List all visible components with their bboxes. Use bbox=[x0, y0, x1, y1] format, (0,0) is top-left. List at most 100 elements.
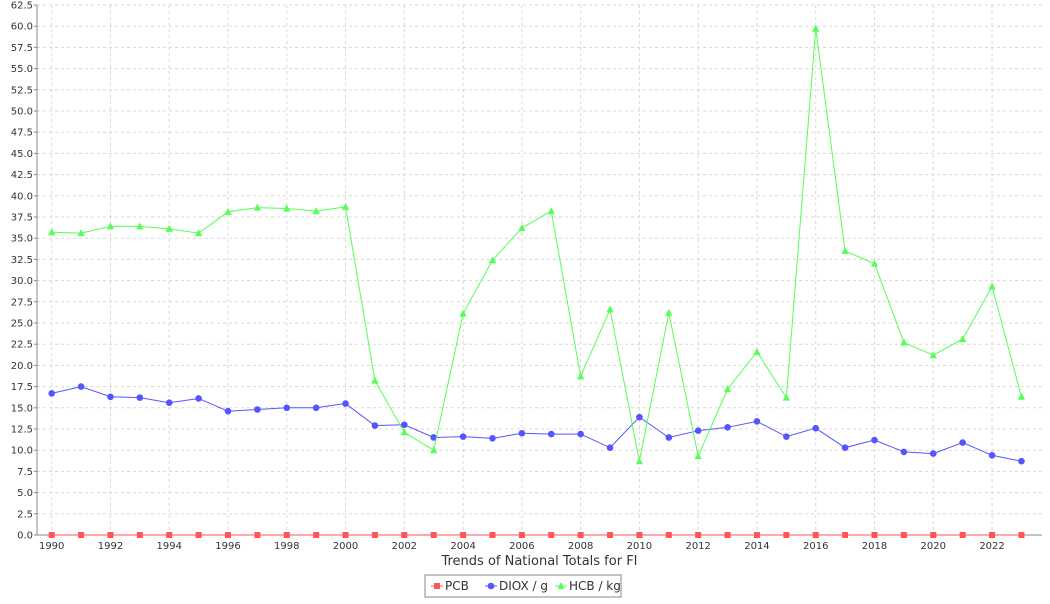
x-tick-label: 2018 bbox=[862, 541, 887, 552]
data-point-diox-g bbox=[489, 435, 496, 442]
series-hcb-kg bbox=[48, 24, 1026, 465]
data-point-pcb bbox=[107, 532, 114, 538]
data-point-diox-g bbox=[224, 407, 232, 415]
y-tick-label: 62.5 bbox=[11, 1, 33, 12]
legend-label: DIOX / g bbox=[499, 579, 548, 593]
x-tick-label: 2016 bbox=[803, 541, 828, 552]
data-point-pcb bbox=[401, 532, 408, 538]
data-point-hcb-kg bbox=[371, 376, 379, 384]
data-point-pcb bbox=[812, 532, 819, 538]
data-point-pcb bbox=[136, 532, 143, 538]
data-point-pcb bbox=[430, 532, 437, 538]
y-tick-label: 17.5 bbox=[11, 382, 33, 393]
data-point-pcb bbox=[48, 532, 55, 538]
data-point-diox-g bbox=[165, 399, 173, 407]
data-point-pcb bbox=[577, 532, 584, 538]
data-point-pcb bbox=[489, 532, 496, 538]
y-tick-label: 47.5 bbox=[11, 128, 33, 139]
data-point-diox-g bbox=[195, 395, 202, 402]
data-point-hcb-kg bbox=[165, 224, 173, 232]
y-tick-label: 2.5 bbox=[17, 509, 33, 520]
gridlines bbox=[37, 4, 1042, 536]
x-tick-label: 1994 bbox=[157, 541, 182, 552]
data-point-pcb bbox=[842, 532, 849, 538]
data-point-hcb-kg bbox=[77, 229, 85, 237]
data-point-hcb-kg bbox=[812, 24, 820, 32]
data-point-hcb-kg bbox=[400, 428, 408, 436]
data-point-pcb bbox=[548, 532, 555, 538]
y-tick-label: 10.0 bbox=[11, 446, 33, 457]
data-point-pcb bbox=[695, 532, 702, 538]
data-point-diox-g bbox=[988, 451, 996, 459]
data-point-pcb bbox=[871, 532, 878, 538]
data-point-hcb-kg bbox=[283, 204, 291, 212]
data-point-hcb-kg bbox=[430, 446, 438, 454]
data-point-diox-g bbox=[694, 427, 702, 434]
y-tick-label: 20.0 bbox=[11, 361, 33, 372]
x-tick-label: 2002 bbox=[392, 541, 417, 552]
data-point-hcb-kg bbox=[694, 452, 702, 460]
data-point-diox-g bbox=[783, 433, 790, 440]
data-point-hcb-kg bbox=[488, 256, 497, 264]
data-point-hcb-kg bbox=[312, 207, 320, 215]
y-tick-label: 40.0 bbox=[11, 191, 33, 202]
data-point-diox-g bbox=[136, 394, 144, 401]
legend: PCB DIOX / g HCB / kg bbox=[424, 574, 622, 598]
y-tick-label: 22.5 bbox=[11, 340, 33, 351]
data-point-pcb bbox=[371, 532, 378, 538]
y-tick-label: 32.5 bbox=[11, 255, 33, 266]
y-tick-label: 55.0 bbox=[11, 64, 33, 75]
y-tick-label: 15.0 bbox=[11, 403, 33, 414]
data-point-pcb bbox=[989, 532, 996, 538]
data-point-hcb-kg bbox=[459, 309, 467, 317]
data-point-diox-g bbox=[254, 406, 261, 413]
data-point-diox-g bbox=[841, 444, 849, 451]
data-point-pcb bbox=[959, 532, 966, 538]
data-point-hcb-kg bbox=[195, 229, 203, 237]
y-tick-label: 50.0 bbox=[11, 107, 33, 118]
data-point-diox-g bbox=[401, 421, 408, 429]
data-point-hcb-kg bbox=[665, 308, 673, 316]
data-point-pcb bbox=[518, 532, 525, 538]
x-tick-label: 2010 bbox=[627, 541, 652, 552]
data-point-hcb-kg bbox=[841, 246, 849, 254]
data-point-pcb bbox=[342, 532, 349, 538]
data-point-diox-g bbox=[77, 383, 85, 390]
data-point-hcb-kg bbox=[929, 351, 937, 359]
x-tick-label: 2004 bbox=[450, 541, 475, 552]
data-point-diox-g bbox=[107, 393, 114, 401]
data-point-pcb bbox=[166, 532, 173, 538]
data-point-diox-g bbox=[636, 413, 643, 421]
x-tick-label: 2000 bbox=[333, 541, 358, 552]
x-tick-label: 2022 bbox=[979, 541, 1004, 552]
series-line-hcb-kg bbox=[51, 28, 1022, 462]
x-tick-label: 1990 bbox=[39, 541, 64, 552]
data-point-hcb-kg bbox=[635, 457, 644, 465]
legend-marker-hcb-kg bbox=[557, 582, 565, 589]
series-diox-g bbox=[48, 383, 1025, 465]
legend-marker-pcb bbox=[434, 583, 440, 589]
x-tick-label: 1998 bbox=[274, 541, 299, 552]
data-point-diox-g bbox=[577, 430, 584, 438]
data-point-pcb bbox=[607, 532, 614, 538]
legend-label: HCB / kg bbox=[569, 579, 621, 593]
data-point-hcb-kg bbox=[870, 259, 879, 267]
series-pcb bbox=[48, 532, 1025, 538]
data-point-hcb-kg bbox=[988, 282, 996, 290]
data-point-hcb-kg bbox=[518, 224, 526, 232]
data-point-pcb bbox=[724, 532, 731, 538]
data-point-pcb bbox=[930, 532, 937, 538]
x-tick-label: 2006 bbox=[509, 541, 534, 552]
data-point-pcb bbox=[665, 532, 672, 538]
data-point-hcb-kg bbox=[547, 207, 555, 215]
data-point-hcb-kg bbox=[48, 228, 56, 236]
data-point-pcb bbox=[254, 532, 261, 538]
data-point-pcb bbox=[900, 532, 907, 538]
data-point-diox-g bbox=[812, 424, 820, 432]
series-line-diox-g bbox=[51, 386, 1022, 462]
y-tick-label: 35.0 bbox=[11, 234, 33, 245]
data-point-pcb bbox=[753, 532, 760, 538]
data-point-hcb-kg bbox=[577, 372, 585, 380]
y-tick-label: 37.5 bbox=[11, 213, 33, 224]
